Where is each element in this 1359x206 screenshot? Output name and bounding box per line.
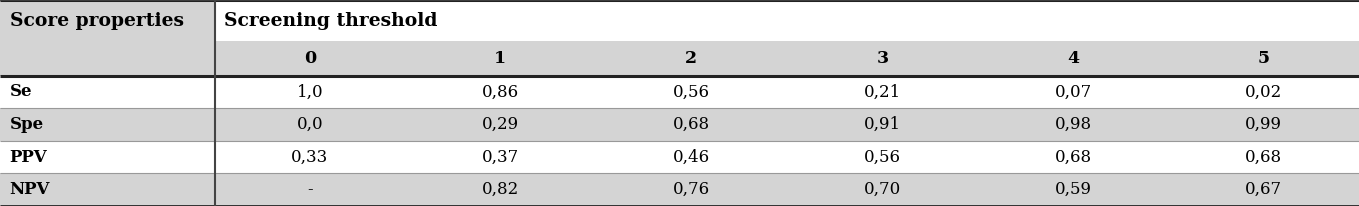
- Text: Spe: Spe: [10, 116, 43, 133]
- Bar: [787, 141, 978, 173]
- Bar: [215, 108, 405, 141]
- Text: 2: 2: [685, 50, 697, 67]
- Text: 1,0: 1,0: [296, 83, 323, 101]
- Text: 0,86: 0,86: [481, 83, 519, 101]
- Text: 0,33: 0,33: [291, 149, 329, 166]
- Text: 0,02: 0,02: [1245, 83, 1283, 101]
- Text: NPV: NPV: [10, 181, 50, 198]
- Bar: [405, 76, 595, 108]
- Bar: [787, 108, 978, 141]
- Text: 5: 5: [1258, 50, 1269, 67]
- Bar: [595, 108, 787, 141]
- Bar: [1169, 173, 1359, 206]
- Bar: [0, 0, 215, 41]
- Bar: [405, 108, 595, 141]
- Bar: [1169, 76, 1359, 108]
- Bar: [978, 141, 1169, 173]
- Text: PPV: PPV: [10, 149, 48, 166]
- Text: 0,56: 0,56: [864, 149, 901, 166]
- Text: 1: 1: [495, 50, 506, 67]
- Bar: [215, 141, 405, 173]
- Bar: [978, 173, 1169, 206]
- Text: 0,46: 0,46: [673, 149, 709, 166]
- Text: 0,0: 0,0: [296, 116, 323, 133]
- Text: 0,59: 0,59: [1055, 181, 1093, 198]
- Text: 0,91: 0,91: [864, 116, 901, 133]
- Bar: [595, 173, 787, 206]
- Text: 3: 3: [877, 50, 889, 67]
- Text: 4: 4: [1068, 50, 1079, 67]
- Bar: [215, 76, 405, 108]
- Text: 0,82: 0,82: [481, 181, 519, 198]
- Text: Score properties: Score properties: [10, 12, 183, 30]
- Bar: [787, 173, 978, 206]
- Text: 0,56: 0,56: [673, 83, 709, 101]
- Bar: [0, 173, 215, 206]
- Bar: [978, 41, 1169, 76]
- Bar: [405, 141, 595, 173]
- Bar: [0, 41, 215, 76]
- Text: 0,68: 0,68: [673, 116, 709, 133]
- Text: 0,37: 0,37: [481, 149, 519, 166]
- Bar: [215, 41, 405, 76]
- Text: 0,99: 0,99: [1245, 116, 1283, 133]
- Bar: [0, 76, 215, 108]
- Bar: [0, 141, 215, 173]
- Text: 0,68: 0,68: [1245, 149, 1283, 166]
- Bar: [595, 141, 787, 173]
- Bar: [1169, 108, 1359, 141]
- Bar: [787, 41, 978, 76]
- Text: Se: Se: [10, 83, 33, 101]
- Text: 0,21: 0,21: [864, 83, 901, 101]
- Text: 0,67: 0,67: [1245, 181, 1283, 198]
- Text: 0,70: 0,70: [864, 181, 901, 198]
- Bar: [215, 0, 1359, 41]
- Text: Screening threshold: Screening threshold: [224, 12, 438, 30]
- Bar: [1169, 41, 1359, 76]
- Bar: [978, 108, 1169, 141]
- Bar: [405, 41, 595, 76]
- Text: 0,07: 0,07: [1055, 83, 1093, 101]
- Bar: [595, 41, 787, 76]
- Text: -: -: [307, 181, 313, 198]
- Text: 0,29: 0,29: [481, 116, 519, 133]
- Bar: [1169, 141, 1359, 173]
- Bar: [978, 76, 1169, 108]
- Text: 0,68: 0,68: [1055, 149, 1093, 166]
- Bar: [787, 76, 978, 108]
- Text: 0,98: 0,98: [1055, 116, 1093, 133]
- Text: 0,76: 0,76: [673, 181, 709, 198]
- Bar: [0, 108, 215, 141]
- Bar: [405, 173, 595, 206]
- Text: 0: 0: [303, 50, 317, 67]
- Bar: [215, 173, 405, 206]
- Bar: [595, 76, 787, 108]
